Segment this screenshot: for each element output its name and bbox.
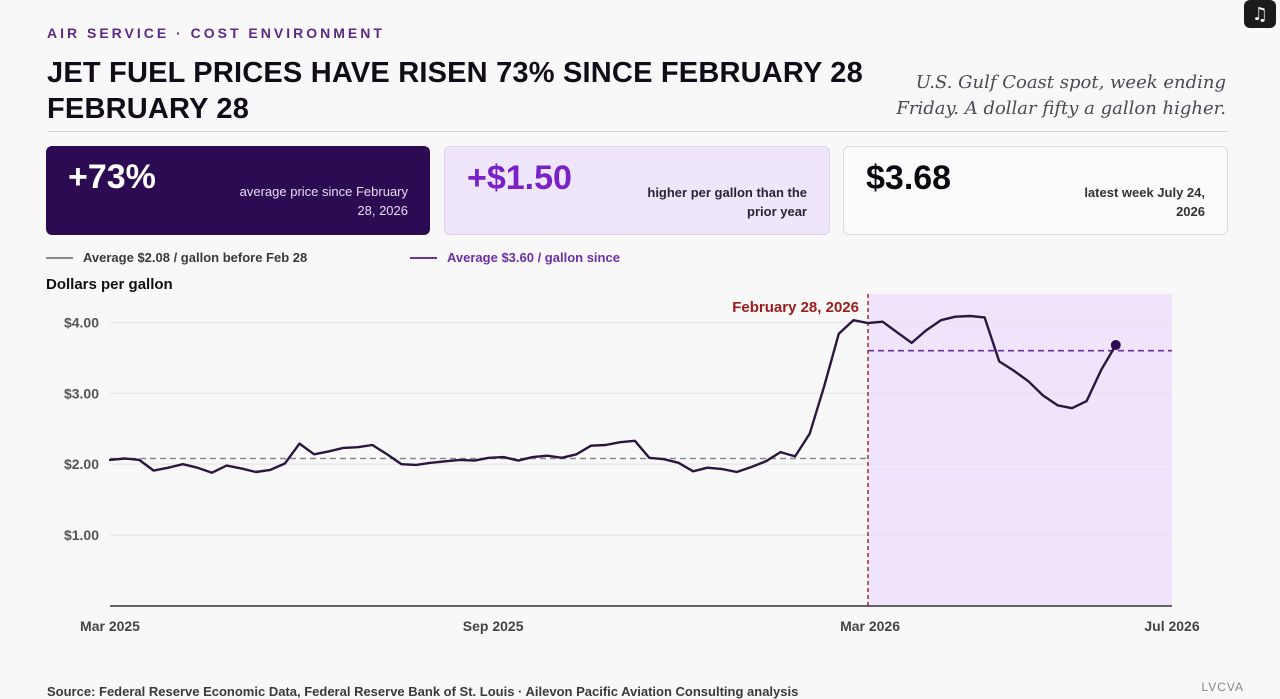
divider [47,131,1228,132]
page-title: JET FUEL PRICES HAVE RISEN 73% SINCE FEB… [47,57,863,125]
subtitle: U.S. Gulf Coast spot, week ending Friday… [896,72,1226,119]
legend-item-before: Average $2.08 / gallon before Feb 28 [46,250,307,265]
x-tick-label: Sep 2025 [463,618,524,634]
stat-value: +$1.50 [467,159,572,197]
y-tick-label: $1.00 [64,527,99,543]
source-note: Source: Federal Reserve Economic Data, F… [47,684,799,699]
brand-logo: LVCVA [1201,680,1244,694]
x-tick-label: Jul 2026 [1144,618,1199,634]
stat-card-latest-price: $3.68 latest week July 24, 2026 [843,146,1228,235]
stat-card-dollar-change: +$1.50 higher per gallon than the prior … [444,146,830,235]
y-tick-label: $3.00 [64,385,99,401]
music-note-icon[interactable]: ♫ [1244,0,1276,28]
stat-card-percent: +73% average price since February 28, 20… [46,146,430,235]
event-label: February 28, 2026 [732,299,859,316]
x-tick-label: Mar 2026 [840,618,900,634]
x-tick-label: Mar 2025 [80,618,140,634]
eyebrow: AIR SERVICE · COST ENVIRONMENT [47,25,385,41]
y-tick-label: $4.00 [64,314,99,330]
latest-point-marker [1110,340,1121,351]
stat-value: $3.68 [866,159,952,197]
y-axis-title: Dollars per gallon [46,276,173,293]
stat-description: average price since February 28, 2026 [239,184,408,218]
stat-description: higher per gallon than the prior year [647,185,807,219]
legend-label: Average $3.60 / gallon since [447,250,620,265]
highlight-band [867,294,1172,606]
legend-swatch [46,256,73,259]
stat-description: latest week July 24, 2026 [1084,185,1205,219]
legend-label: Average $2.08 / gallon before Feb 28 [83,250,308,265]
series-line [108,314,1118,474]
y-tick-label: $2.00 [64,456,99,472]
stat-value: +73% [68,158,156,196]
legend-item-since: Average $3.60 / gallon since [410,250,620,265]
legend-swatch [410,256,437,259]
